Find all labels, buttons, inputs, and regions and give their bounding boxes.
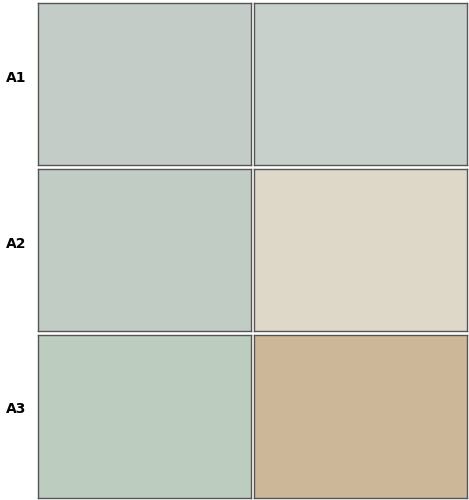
Text: A3: A3: [6, 402, 26, 416]
Text: A2: A2: [6, 236, 26, 250]
Text: A1: A1: [6, 70, 26, 85]
